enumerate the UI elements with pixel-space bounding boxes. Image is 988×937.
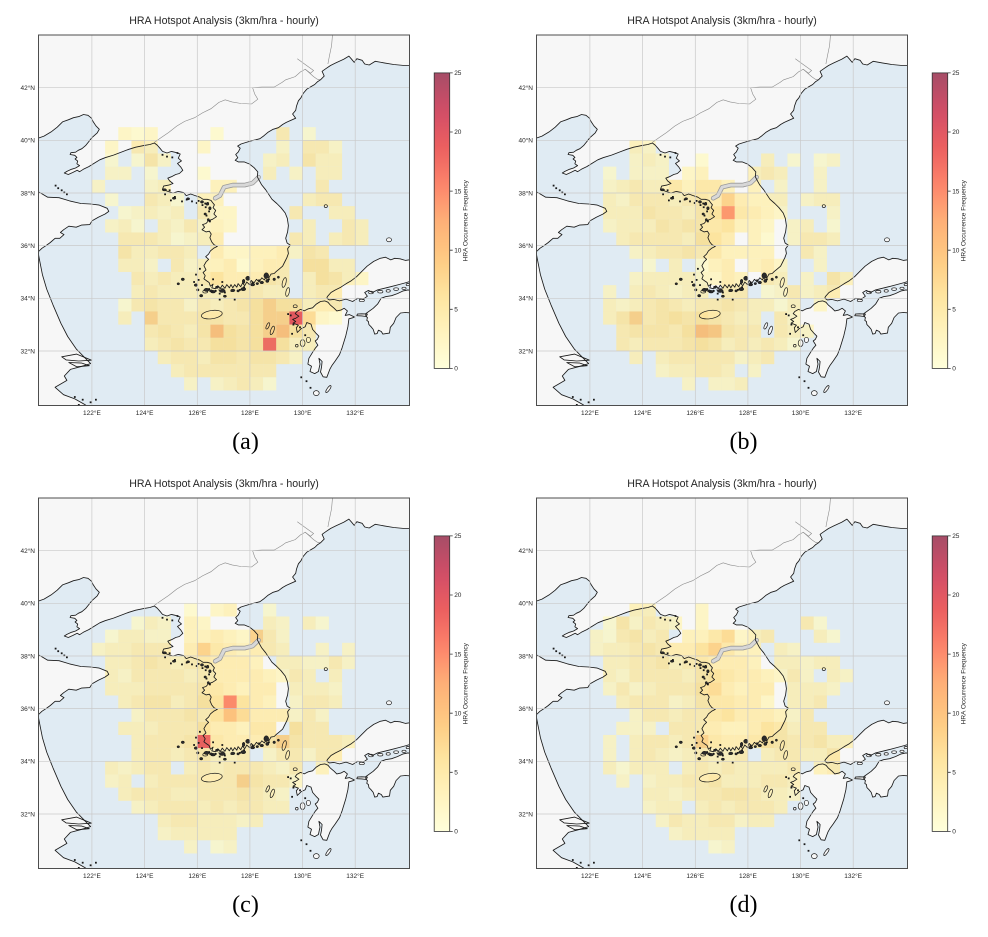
svg-text:(a): (a) [232, 429, 259, 455]
svg-text:HRA Hotspot Analysis (3km/hra: HRA Hotspot Analysis (3km/hra - hourly) [627, 15, 817, 27]
svg-text:HRA Hotspot Analysis (3km/hra: HRA Hotspot Analysis (3km/hra - hourly) [129, 478, 319, 490]
svg-text:(b): (b) [730, 429, 758, 455]
svg-text:(d): (d) [730, 892, 758, 918]
svg-text:(c): (c) [232, 892, 259, 918]
svg-text:HRA Hotspot Analysis (3km/hra: HRA Hotspot Analysis (3km/hra - hourly) [627, 478, 817, 490]
svg-text:HRA Hotspot Analysis (3km/hra: HRA Hotspot Analysis (3km/hra - hourly) [129, 15, 319, 27]
